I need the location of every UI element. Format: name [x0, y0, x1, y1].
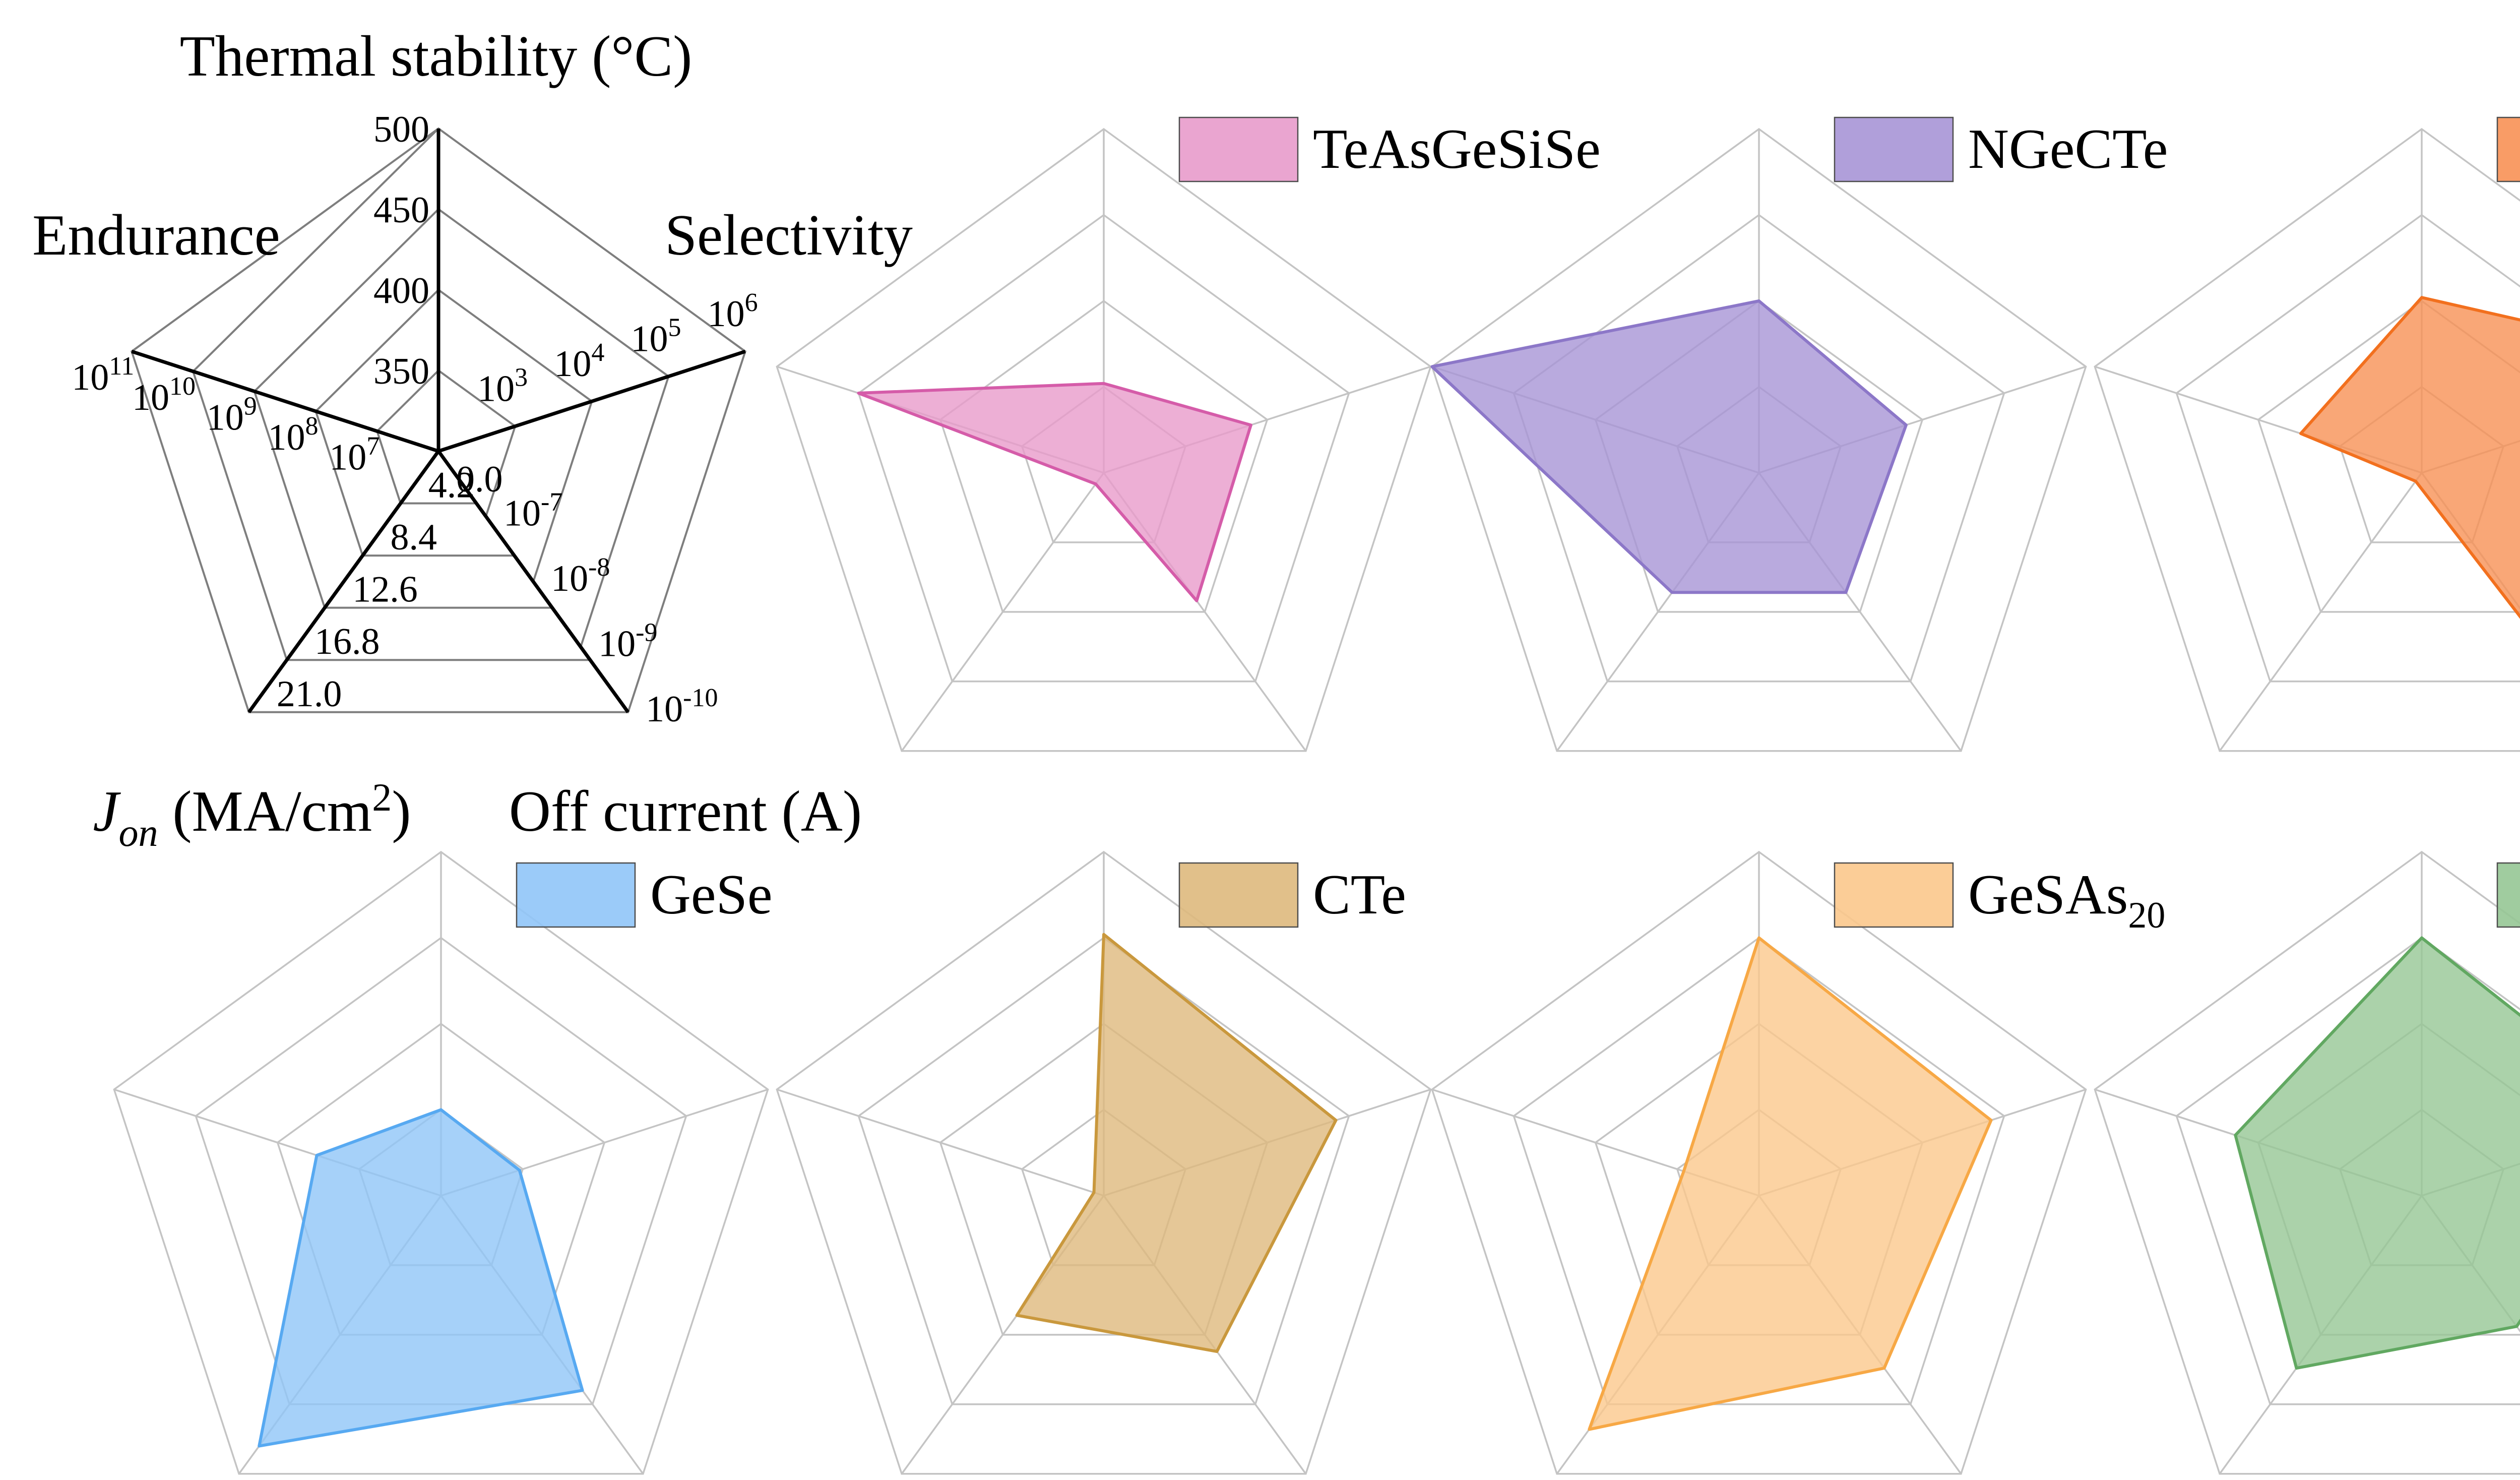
grid-ring-4: [1431, 850, 2087, 1475]
legend-swatch-GeSe: [516, 862, 636, 928]
legend-label-GeSe: GeSe: [650, 864, 773, 926]
tick-endurance-8: 108: [268, 412, 319, 458]
legend-label-CTe: CTe: [1313, 864, 1406, 926]
grid-ring-4: [776, 850, 1432, 1475]
grid-ring-3: [1513, 937, 2005, 1405]
ref-grid-left: [376, 430, 402, 504]
grid-spoke-3: [901, 472, 1105, 752]
radar-chart-CTe: CTe: [776, 850, 1432, 1475]
ref-grid-top-right: [437, 369, 516, 427]
legend-swatch-GeSAs20: [1834, 862, 1954, 928]
tick-thermal-500: 500: [373, 109, 429, 150]
legend-swatch-GeSeSbN: [2496, 116, 2520, 182]
legend-swatch-NGeCTe: [1834, 116, 1954, 182]
radar-chart-GeSe: GeSe: [113, 850, 773, 1475]
tick-selectivity-4: 104: [554, 338, 604, 385]
ref-axis-spoke-1: [437, 349, 746, 453]
grid-ring-4: [1431, 128, 2087, 752]
ref-grid-top-right: [437, 289, 593, 402]
tick-selectivity-5: 105: [631, 314, 681, 360]
series-polygon-NGeCTe: [1430, 299, 1908, 594]
ref-grid-top-left: [254, 208, 439, 392]
ref-grid-top-left: [376, 369, 439, 432]
series-polygon-TeAsGeSiSe: [857, 382, 1252, 602]
series-polygon-CTe: [1015, 933, 1338, 1353]
grid-ring-4: [113, 850, 769, 1475]
tick-selectivity-6: 106: [708, 288, 758, 335]
tick-jon-16.8: 16.8: [314, 621, 380, 662]
ref-grid-right: [580, 376, 670, 647]
axis-title-off-current: Off current (A): [509, 779, 862, 843]
legend-swatch-CTe: [1178, 862, 1299, 928]
grid-ring-3: [857, 214, 1350, 683]
tick-off-current--7: 10-7: [503, 487, 562, 534]
tick-off-current--10: 10-10: [646, 684, 718, 730]
ref-grid-right: [532, 401, 593, 582]
tick-jon-8.4: 8.4: [391, 517, 437, 558]
legend-label-TeAsGeSiSe: TeAsGeSiSe: [1313, 118, 1601, 180]
ref-grid-top-left: [192, 128, 439, 373]
radar-chart-GeSAs25: GeSAs25: [2094, 850, 2520, 1475]
axis-title-thermal-stability: Thermal stability (°C): [180, 24, 692, 88]
tick-selectivity-3: 103: [477, 363, 528, 410]
ref-grid-right: [485, 425, 517, 517]
ref-grid-left: [253, 391, 326, 608]
grid-spoke-3: [2219, 472, 2423, 752]
radar-chart-NGeCTe: NGeCTe: [1430, 116, 2168, 752]
tick-endurance-11: 1011: [72, 352, 134, 398]
series-polygon-GeSAs25: [2234, 936, 2520, 1370]
ref-grid-top-right: [437, 208, 669, 378]
tick-thermal-450: 450: [373, 190, 429, 231]
series-polygon-GeSAs20: [1588, 936, 1993, 1431]
axis-title-jon: Jon (MA/cm2): [93, 775, 411, 854]
axis-title-selectivity: Selectivity: [665, 203, 913, 267]
tick-jon-center: 0.0: [456, 459, 503, 500]
legend-label-NGeCTe: NGeCTe: [1968, 118, 2168, 180]
series-polygon-GeSeSbN: [2299, 296, 2520, 619]
tick-off-current--9: 10-9: [598, 618, 657, 664]
ref-axis-spoke-2: [437, 450, 630, 713]
axis-title-endurance: Endurance: [32, 203, 280, 267]
tick-jon-21.0: 21.0: [277, 673, 342, 715]
tick-endurance-10: 1010: [132, 372, 196, 418]
grid-ring-4: [776, 128, 1432, 752]
radar-chart-GeSAs20: GeSAs20: [1431, 850, 2165, 1475]
tick-jon-4.2: 4.2: [428, 465, 475, 506]
ref-grid-left: [314, 411, 364, 556]
tick-endurance-9: 109: [207, 392, 257, 438]
ref-axis-spoke-4: [131, 349, 439, 453]
radar-chart-GeSeSbN: GeSeSbN: [2094, 116, 2520, 752]
ref-axis-spoke-3: [247, 450, 440, 713]
legend-swatch-TeAsGeSiSe: [1178, 116, 1299, 182]
grid-ring-3: [857, 937, 1350, 1405]
legend-label-GeSAs20: GeSAs20: [1968, 864, 2165, 936]
ref-grid-left: [192, 371, 288, 660]
tick-jon-12.6: 12.6: [352, 569, 418, 610]
ref-grid-top-left: [315, 289, 439, 412]
tick-off-current--8: 10-8: [551, 553, 610, 599]
tick-thermal-400: 400: [373, 270, 429, 312]
tick-endurance-7: 107: [329, 431, 380, 478]
grid-ring-3: [2175, 214, 2520, 683]
tick-thermal-350: 350: [373, 351, 429, 392]
legend-swatch-GeSAs25: [2496, 862, 2520, 928]
grid-ring-3: [2175, 937, 2520, 1405]
grid-ring-4: [2094, 128, 2520, 752]
grid-ring-2: [2257, 299, 2520, 613]
radar-chart-TeAsGeSiSe: TeAsGeSiSe: [776, 116, 1601, 752]
ref-outer-pentagon: [130, 127, 747, 713]
reference-radar-chart: 350 400 450 500 103 104 105 106 10-7 10-8 10-9 10-1…: [32, 24, 913, 854]
grid-ring-4: [2094, 850, 2520, 1475]
grid-spoke-4: [776, 1088, 1104, 1197]
series-polygon-GeSe: [258, 1108, 584, 1448]
